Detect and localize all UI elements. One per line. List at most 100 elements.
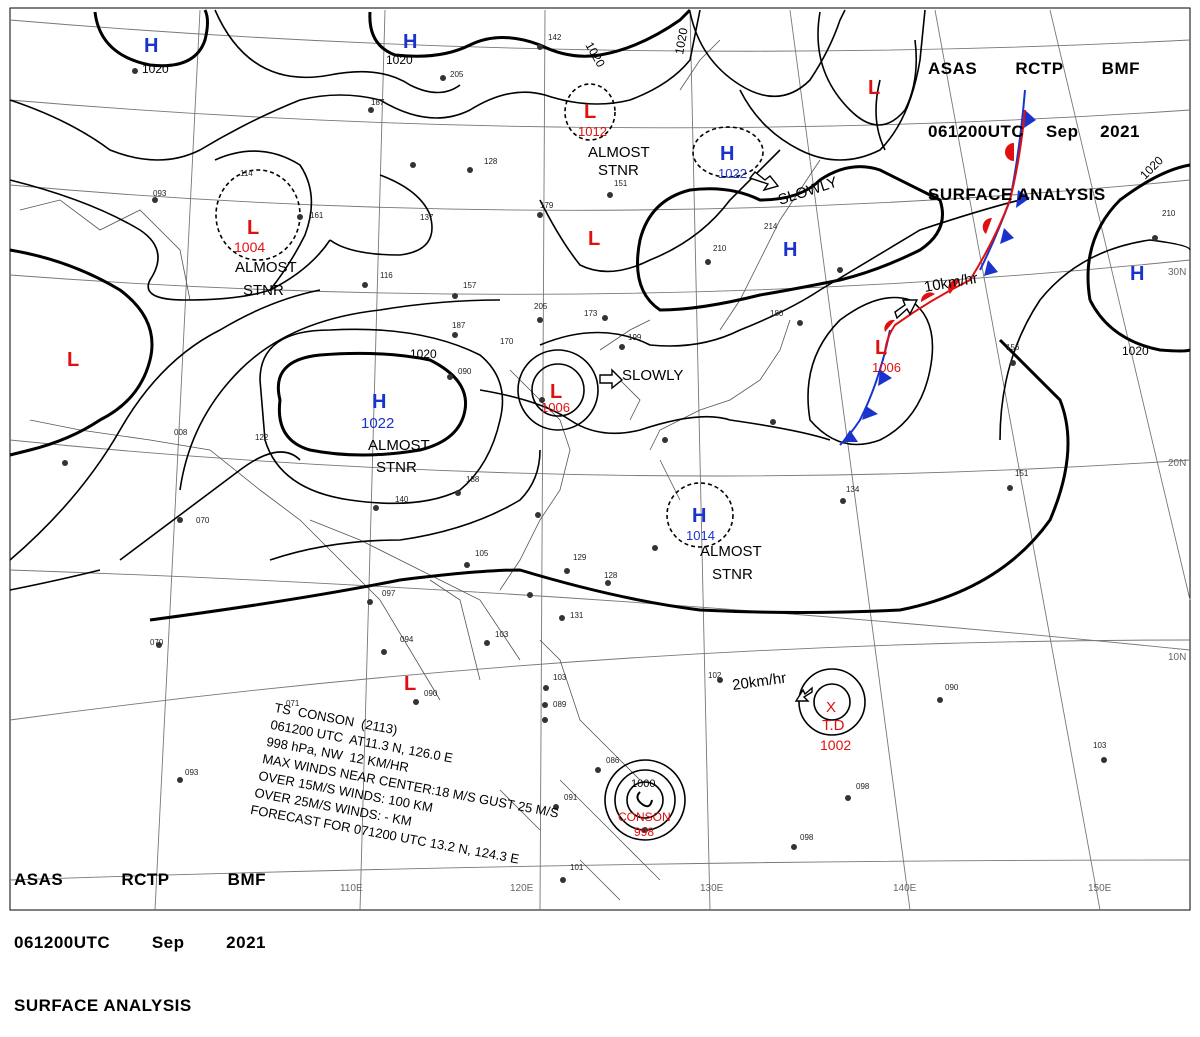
station-value: 142 (548, 33, 562, 42)
station-value: 199 (628, 333, 642, 342)
station-value: 094 (400, 635, 414, 644)
center-letter: L (550, 381, 562, 403)
station-code: RCTP (1015, 59, 1064, 78)
center-letter: H (692, 505, 706, 527)
center-letter: H (144, 35, 158, 57)
motion-label: 20km/hr (731, 670, 787, 694)
center-value: 1012 (578, 124, 607, 139)
lon-label: 140E (893, 883, 917, 894)
td-label: T.D (822, 717, 845, 734)
surface-analysis-chart: H 1020 H 1020 L 1012 H 1022 L L 1004 L H… (9, 7, 1191, 911)
station-value: 102 (708, 671, 722, 680)
lon-label: 130E (700, 883, 724, 894)
station-value: 173 (584, 309, 598, 318)
agency-code: ASAS (14, 870, 64, 889)
station-value: 140 (395, 495, 409, 504)
station-value: 090 (458, 367, 472, 376)
station-value: 151 (614, 179, 628, 188)
station-value: 134 (846, 485, 860, 494)
station-value: 157 (463, 281, 477, 290)
coastlines (19, 39, 821, 901)
station-value: 097 (382, 589, 396, 598)
station-value: 210 (713, 244, 727, 253)
center-letter: L (67, 349, 79, 371)
station-value: 137 (420, 213, 434, 222)
station-value: 114 (240, 169, 253, 178)
station-value: 090 (424, 689, 438, 698)
center-letter: H (403, 31, 417, 53)
station-value: 090 (945, 683, 959, 692)
station-value: 151 (1015, 469, 1029, 478)
station-value: 187 (452, 321, 466, 330)
isobar-label: 1020 (1122, 344, 1149, 358)
station-value: 098 (856, 782, 870, 791)
ts-pressure: 998 (634, 825, 654, 839)
service-code: BMF (1101, 59, 1140, 78)
lon-label: 120E (510, 883, 534, 894)
td-pressure: 1002 (820, 737, 851, 753)
station-value: 089 (553, 700, 567, 709)
center-letter: L (404, 673, 416, 695)
header-line-2: 061200UTC Sep 2021 (928, 121, 1140, 142)
lat-label: 30N (1168, 267, 1186, 278)
header-top: ASAS RCTP BMF 061200UTC Sep 2021 SURFACE… (928, 16, 1140, 226)
map-border (9, 7, 1191, 911)
warm-front (884, 109, 1026, 356)
station-value: 129 (573, 553, 587, 562)
stnr-line1: ALMOST (700, 543, 762, 560)
station-value: 128 (604, 571, 618, 580)
station-dots (62, 44, 1158, 883)
station-value: 116 (380, 271, 393, 280)
datetime: 061200UTC (14, 933, 111, 952)
center-letter: H (783, 239, 797, 261)
station-value: 103 (495, 630, 509, 639)
center-letter: L (868, 77, 880, 99)
header-line-1: ASAS RCTP BMF (928, 58, 1140, 79)
isobar-label: 1020 (582, 40, 608, 70)
station-value: 071 (286, 699, 300, 708)
td-symbol: X (826, 699, 836, 716)
station-plot-values: 142 205 187 137 128 179 151 161 116 157 … (150, 33, 1176, 872)
lon-label: 110E (340, 883, 363, 894)
lat-label: 20N (1168, 458, 1186, 469)
stnr-line1: ALMOST (235, 259, 297, 276)
header-line-1: ASAS RCTP BMF (14, 869, 266, 890)
lat-label: 10N (1168, 652, 1186, 663)
center-value: 1006 (872, 360, 901, 375)
center-letter: L (247, 217, 259, 239)
lon-label: 150E (1088, 883, 1112, 894)
latitude-lines (9, 19, 1191, 881)
graticule-labels: 110E 120E 130E 140E 150E 30N 20N 10N (340, 267, 1186, 894)
station-value: 179 (540, 201, 554, 210)
stnr-line1: ALMOST (368, 437, 430, 454)
agency-code: ASAS (928, 59, 978, 78)
station-code: RCTP (121, 870, 170, 889)
station-value: 105 (475, 549, 489, 558)
motion-label: SLOWLY (622, 367, 683, 384)
motion-annotations: SLOWLY SLOWLY 10km/hr 20km/hr (622, 174, 979, 694)
isobar-label: 1020 (672, 26, 690, 55)
station-value: 170 (500, 337, 514, 346)
station-value: 070 (196, 516, 210, 525)
year: 2021 (1100, 122, 1140, 141)
station-value: 098 (800, 833, 814, 842)
longitude-lines (154, 9, 1191, 911)
stationary-labels: ALMOST STNR ALMOST STNR ALMOST STNR ALMO… (235, 144, 762, 583)
station-value: 086 (606, 756, 620, 765)
cold-front (839, 89, 1036, 446)
center-value: 1020 (386, 53, 413, 67)
center-value: 1006 (541, 400, 570, 415)
month: Sep (1045, 122, 1079, 141)
header-line-2: 061200UTC Sep 2021 (14, 932, 266, 953)
center-letter: H (720, 143, 734, 165)
center-letter: L (875, 337, 887, 359)
header-bottom: ASAS RCTP BMF 061200UTC Sep 2021 SURFACE… (14, 827, 266, 1037)
station-value: 091 (564, 793, 578, 802)
station-value: 103 (1093, 741, 1107, 750)
station-value: 122 (255, 433, 269, 442)
product-title: SURFACE ANALYSIS (928, 185, 1106, 204)
center-value: 1020 (142, 62, 169, 76)
weather-map: H 1020 H 1020 L 1012 H 1022 L L 1004 L H… (9, 7, 1191, 1015)
center-letter: L (588, 228, 600, 250)
station-value: 205 (534, 302, 548, 311)
